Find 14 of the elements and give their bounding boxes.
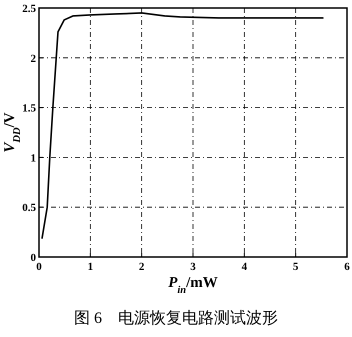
y-tick-label: 0 xyxy=(30,252,36,264)
y-tick-label: 2.5 xyxy=(22,3,36,15)
x-tick-label: 6 xyxy=(344,261,350,273)
x-tick-label: 3 xyxy=(190,261,196,273)
y-tick-label: 0.5 xyxy=(22,202,36,214)
x-tick-label: 4 xyxy=(242,261,248,273)
y-tick-label: 2 xyxy=(30,52,36,65)
x-tick-label: 1 xyxy=(88,261,94,273)
caption: 图 6 电源恢复电路测试波形 xyxy=(74,309,278,327)
y-tick-label: 1 xyxy=(30,152,36,164)
x-tick-label: 2 xyxy=(138,261,145,273)
y-tick-label: 1.5 xyxy=(22,102,36,115)
x-axis-title: P$_{in}$/mW xyxy=(168,275,218,296)
x-tick-label: 5 xyxy=(292,261,299,273)
